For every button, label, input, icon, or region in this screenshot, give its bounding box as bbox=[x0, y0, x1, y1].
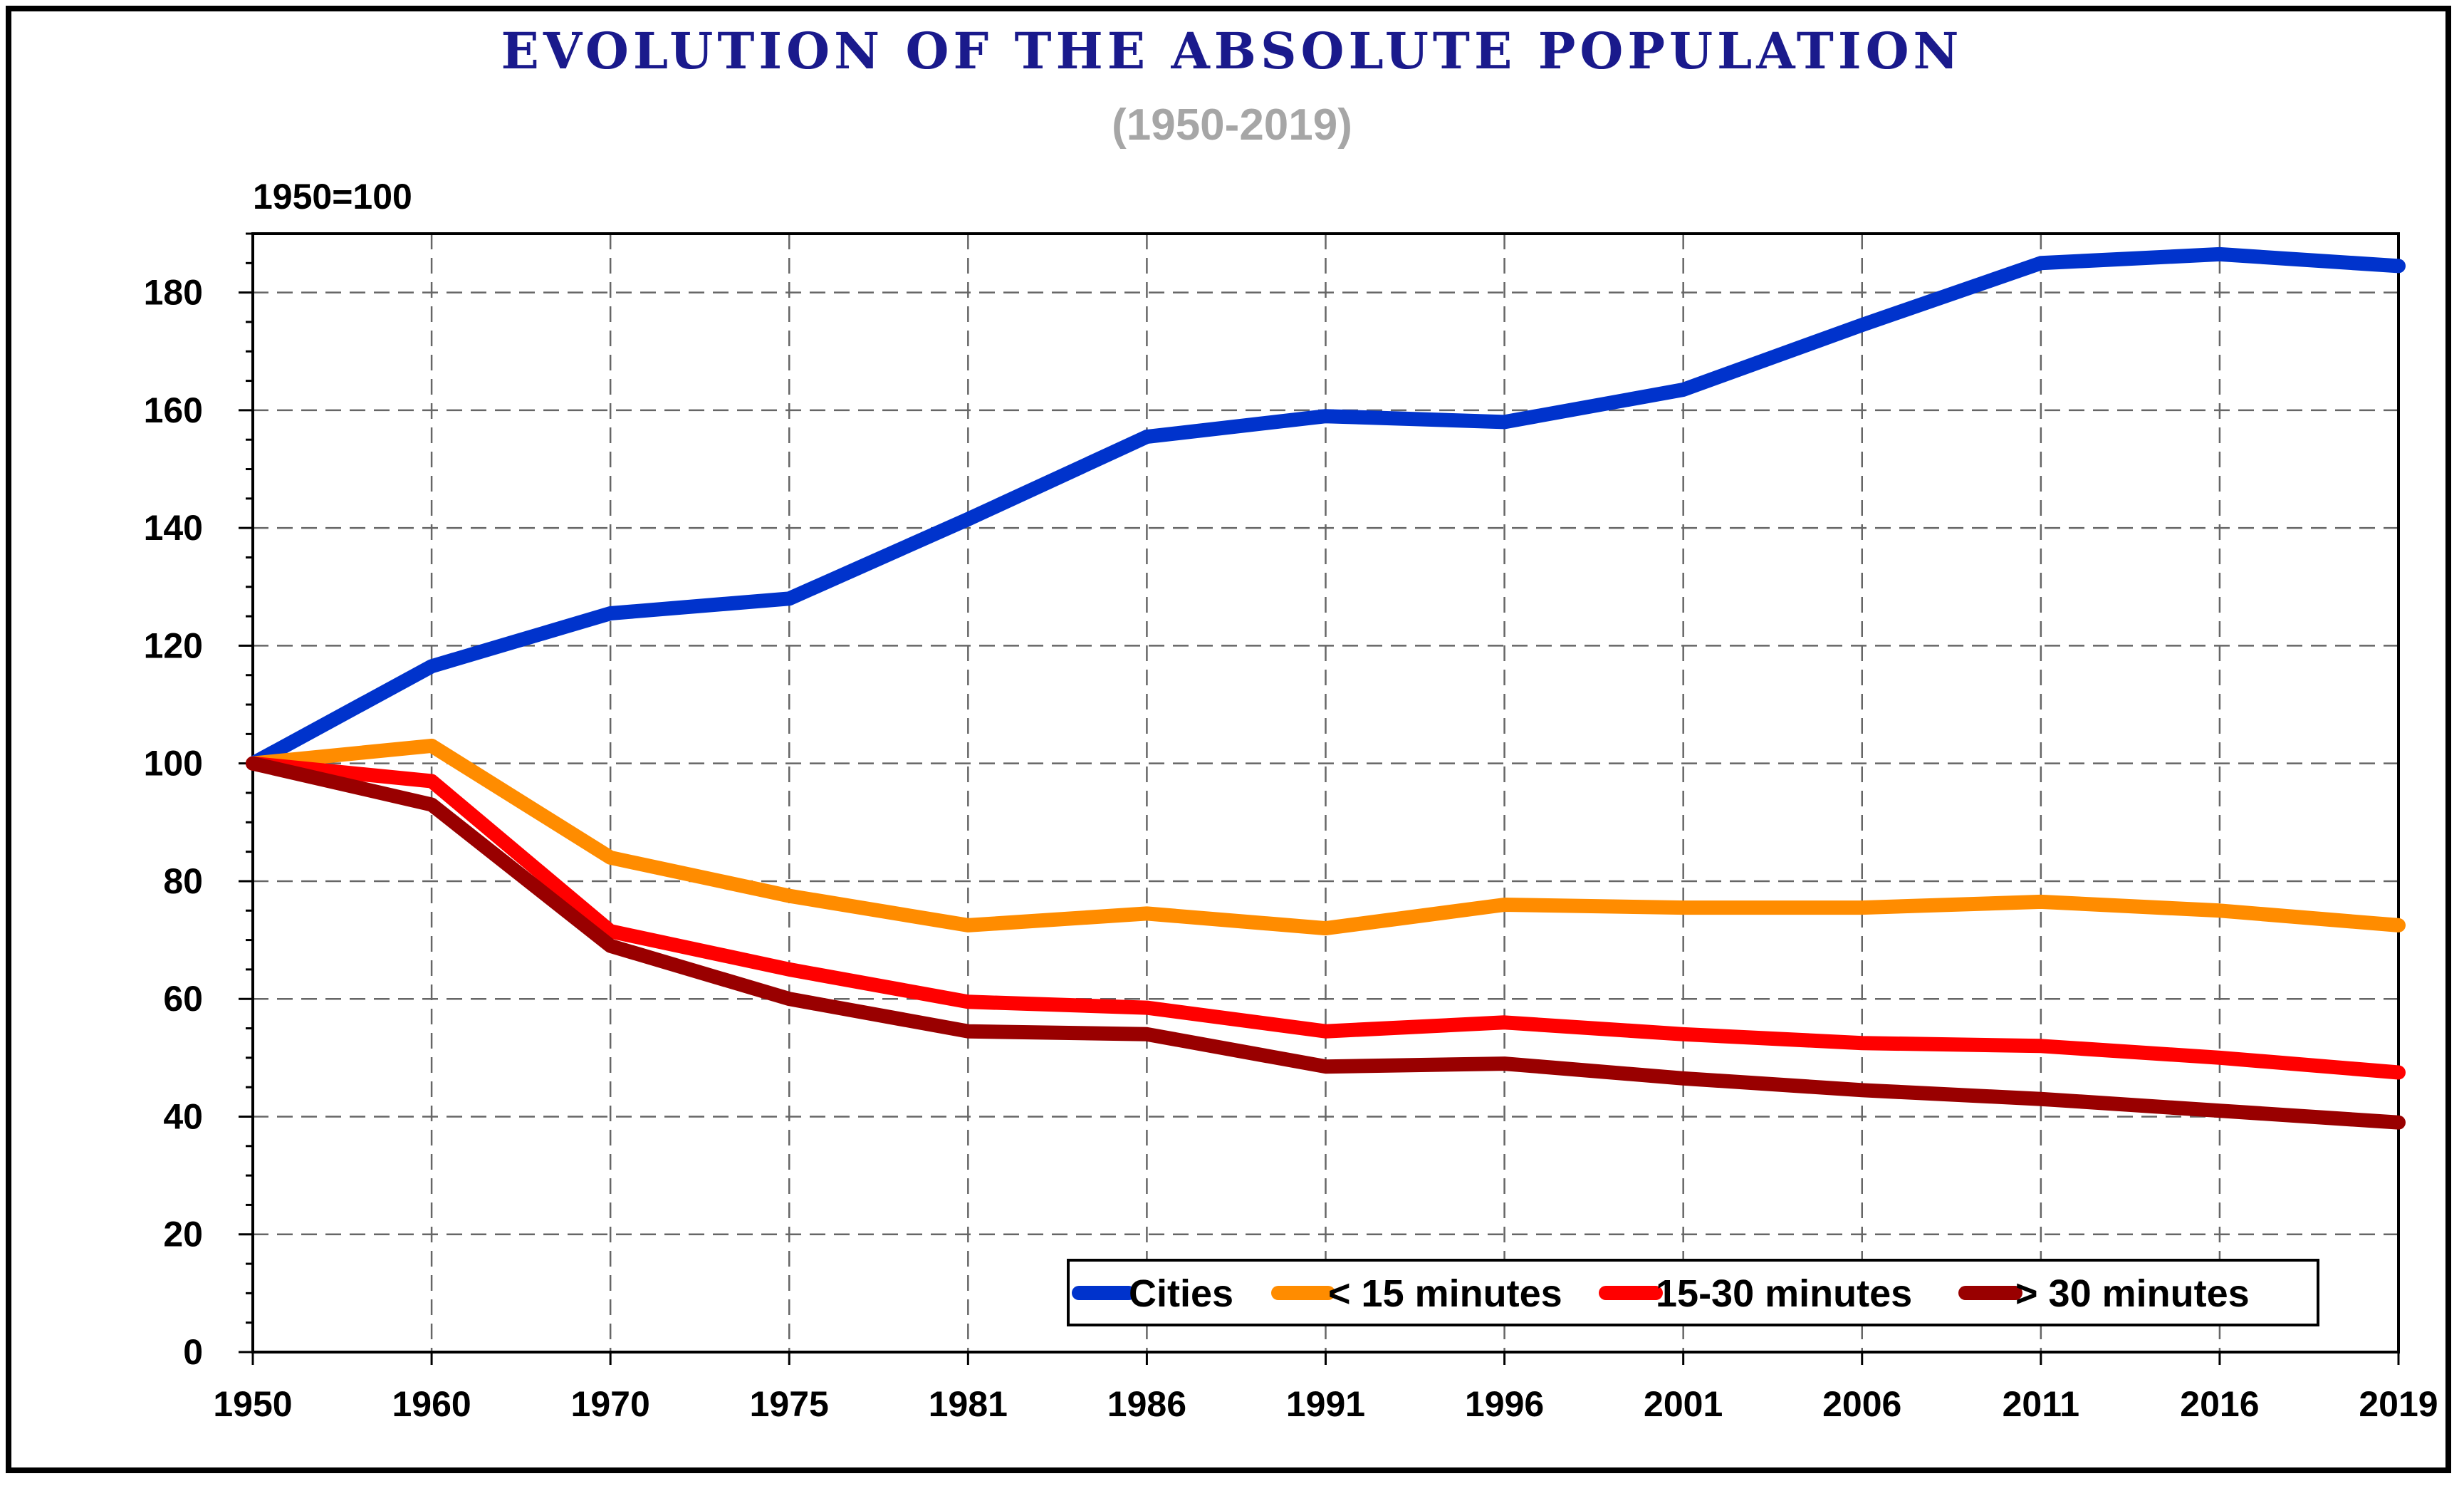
y-tick-label-40: 40 bbox=[163, 1096, 203, 1136]
series-lines bbox=[246, 246, 2406, 1130]
x-tick-label-1970: 1970 bbox=[571, 1384, 650, 1424]
legend-label-1: < 15 minutes bbox=[1328, 1272, 1562, 1315]
x-tick-label-1975: 1975 bbox=[750, 1384, 829, 1424]
y-axis-ticks: 0 20 40 60 80 100 120 140 160 180 bbox=[144, 232, 253, 1372]
x-tick-label-2019: 2019 bbox=[2359, 1384, 2438, 1424]
legend-label-2: 15-30 minutes bbox=[1656, 1272, 1912, 1315]
legend-label-3: > 30 minutes bbox=[2015, 1272, 2250, 1315]
y-tick-label-0: 0 bbox=[183, 1332, 203, 1372]
y-tick-label-160: 160 bbox=[144, 390, 203, 430]
y-tick-label-60: 60 bbox=[163, 979, 203, 1019]
chart-frame bbox=[6, 6, 2451, 1473]
base-index-label: 1950=100 bbox=[253, 177, 412, 217]
x-tick-label-2016: 2016 bbox=[2180, 1384, 2259, 1424]
x-tick-label-2001: 2001 bbox=[1644, 1384, 1723, 1424]
x-tick-label-1960: 1960 bbox=[392, 1384, 471, 1424]
x-tick-label-2006: 2006 bbox=[1822, 1384, 1901, 1424]
series-line-2 bbox=[246, 756, 2406, 1080]
x-tick-label-1991: 1991 bbox=[1286, 1384, 1365, 1424]
y-tick-label-80: 80 bbox=[163, 861, 203, 901]
x-tick-label-1986: 1986 bbox=[1107, 1384, 1186, 1424]
legend: Cities < 15 minutes 15-30 minutes > 30 minu… bbox=[1067, 1259, 2319, 1326]
chart-title: EVOLUTION OF THE ABSOLUTE POPULATION bbox=[501, 21, 1963, 80]
y-tick-label-140: 140 bbox=[144, 508, 203, 548]
x-tick-label-1996: 1996 bbox=[1465, 1384, 1544, 1424]
x-tick-label-2011: 2011 bbox=[2003, 1384, 2079, 1424]
chart-subtitle: (1950-2019) bbox=[1112, 100, 1352, 150]
y-tick-label-180: 180 bbox=[144, 273, 203, 313]
x-axis-ticks: 1950 1960 1970 1975 1981 1986 1991 1996 2001 2006… bbox=[213, 1352, 2438, 1424]
y-tick-label-120: 120 bbox=[144, 625, 203, 665]
series-line-1 bbox=[246, 738, 2406, 936]
gridlines bbox=[253, 234, 2398, 1352]
series-line-3 bbox=[246, 756, 2406, 1130]
x-tick-label-1981: 1981 bbox=[929, 1384, 1008, 1424]
legend-label-0: Cities bbox=[1129, 1272, 1233, 1315]
y-tick-label-20: 20 bbox=[163, 1215, 203, 1254]
x-tick-label-1950: 1950 bbox=[213, 1384, 292, 1424]
series-line-0 bbox=[246, 246, 2406, 771]
y-tick-label-100: 100 bbox=[144, 744, 203, 784]
